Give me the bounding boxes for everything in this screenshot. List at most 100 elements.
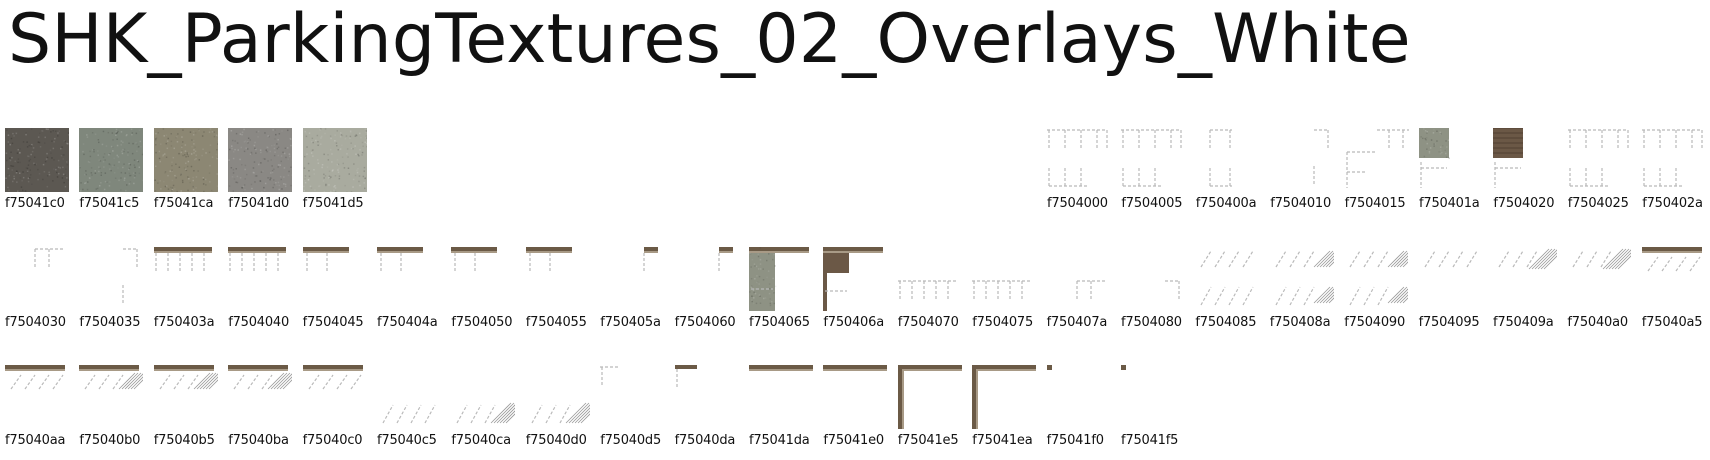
texture-tile[interactable]: f75040b0 [79,365,145,448]
texture-tile[interactable]: f7504020 [1493,128,1559,211]
texture-tile[interactable]: f75040b5 [153,365,220,448]
texture-thumbnail[interactable] [228,128,293,192]
texture-thumbnail[interactable] [5,128,69,192]
texture-tile[interactable]: f7504065 [749,247,815,330]
texture-thumbnail[interactable] [823,247,887,311]
texture-thumbnail[interactable] [79,247,143,311]
texture-tile[interactable]: f75041e5 [897,365,964,448]
texture-thumbnail[interactable] [1344,247,1409,311]
texture-thumbnail[interactable] [1419,128,1483,192]
texture-tile[interactable]: f7504095 [1419,247,1485,330]
texture-tile[interactable]: f750402a [1642,128,1708,211]
texture-tile[interactable]: f7504050 [451,247,517,330]
texture-tile[interactable]: f750406a [823,247,889,330]
texture-thumbnail[interactable] [823,365,888,429]
texture-thumbnail[interactable] [674,365,739,429]
texture-thumbnail[interactable] [79,128,144,192]
texture-thumbnail[interactable] [1345,128,1409,192]
texture-tile[interactable]: f75041d5 [302,128,369,211]
texture-tile[interactable]: f75041f0 [1046,365,1113,448]
texture-thumbnail[interactable] [1567,128,1632,192]
texture-tile[interactable]: f7504075 [972,247,1038,330]
texture-tile[interactable]: f750409a [1493,247,1559,330]
texture-thumbnail[interactable] [302,128,367,192]
texture-tile[interactable]: f75040d0 [526,365,592,448]
texture-tile[interactable]: f75040c0 [302,365,369,448]
texture-thumbnail[interactable] [451,365,516,429]
texture-thumbnail[interactable] [897,365,962,429]
texture-thumbnail[interactable] [1047,247,1111,311]
texture-thumbnail[interactable] [5,365,69,429]
texture-thumbnail[interactable] [153,247,218,311]
texture-tile[interactable]: f750404a [377,247,443,330]
texture-thumbnail[interactable] [302,365,367,429]
texture-thumbnail[interactable] [972,365,1037,429]
texture-thumbnail[interactable] [675,247,739,311]
texture-tile[interactable]: f75040ca [451,365,517,448]
texture-tile[interactable]: f75041ea [972,365,1038,448]
texture-thumbnail[interactable] [897,247,962,311]
texture-thumbnail[interactable] [1493,128,1557,192]
texture-tile[interactable]: f75041c0 [5,128,71,211]
texture-tile[interactable]: f750405a [600,247,666,330]
texture-thumbnail[interactable] [1493,247,1557,311]
texture-tile[interactable]: f75041da [749,365,815,448]
texture-thumbnail[interactable] [1121,247,1185,311]
texture-thumbnail[interactable] [600,365,664,429]
texture-thumbnail[interactable] [1196,128,1260,192]
texture-tile[interactable]: f7504035 [79,247,145,330]
texture-tile[interactable]: f7504090 [1344,247,1410,330]
texture-thumbnail[interactable] [228,247,292,311]
texture-tile[interactable]: f7504045 [302,247,369,330]
texture-tile[interactable]: f7504070 [897,247,964,330]
texture-thumbnail[interactable] [972,247,1036,311]
texture-tile[interactable]: f75041f5 [1121,365,1187,448]
texture-tile[interactable]: f750401a [1419,128,1485,211]
texture-tile[interactable]: f7504060 [675,247,741,330]
texture-thumbnail[interactable] [1567,247,1632,311]
texture-thumbnail[interactable] [302,247,367,311]
texture-tile[interactable]: f75040aa [5,365,71,448]
texture-tile[interactable]: f7504025 [1567,128,1634,211]
texture-tile[interactable]: f75040da [674,365,741,448]
texture-thumbnail[interactable] [377,247,441,311]
texture-tile[interactable]: f75041d0 [228,128,294,211]
texture-tile[interactable]: f7504005 [1121,128,1187,211]
texture-tile[interactable]: f7504030 [5,247,71,330]
texture-thumbnail[interactable] [1642,128,1706,192]
texture-thumbnail[interactable] [1270,247,1334,311]
texture-thumbnail[interactable] [377,365,441,429]
texture-thumbnail[interactable] [1121,365,1185,429]
texture-tile[interactable]: f7504000 [1047,128,1113,211]
texture-thumbnail[interactable] [451,247,515,311]
texture-thumbnail[interactable] [1270,128,1334,192]
texture-thumbnail[interactable] [228,365,293,429]
texture-tile[interactable]: f75040ba [228,365,294,448]
texture-tile[interactable]: f7504080 [1121,247,1187,330]
texture-thumbnail[interactable] [79,365,144,429]
texture-tile[interactable]: f7504085 [1195,247,1261,330]
texture-thumbnail[interactable] [153,128,218,192]
texture-tile[interactable]: f750408a [1270,247,1336,330]
texture-thumbnail[interactable] [525,247,590,311]
texture-tile[interactable]: f750403a [153,247,220,330]
texture-tile[interactable]: f750407a [1047,247,1113,330]
texture-tile[interactable]: f7504040 [228,247,294,330]
texture-thumbnail[interactable] [1121,128,1185,192]
texture-tile[interactable]: f75040a5 [1641,247,1708,330]
texture-thumbnail[interactable] [153,365,218,429]
texture-tile[interactable]: f75040c5 [377,365,443,448]
texture-tile[interactable]: f7504010 [1270,128,1336,211]
texture-thumbnail[interactable] [749,365,813,429]
texture-thumbnail[interactable] [600,247,664,311]
texture-tile[interactable]: f75040d5 [600,365,666,448]
texture-thumbnail[interactable] [1195,247,1259,311]
texture-thumbnail[interactable] [526,365,590,429]
texture-tile[interactable]: f7504015 [1345,128,1411,211]
texture-thumbnail[interactable] [749,247,813,311]
texture-tile[interactable]: f75040a0 [1567,247,1633,330]
texture-thumbnail[interactable] [1641,247,1706,311]
texture-thumbnail[interactable] [5,247,69,311]
texture-tile[interactable]: f750400a [1196,128,1262,211]
texture-thumbnail[interactable] [1419,247,1483,311]
